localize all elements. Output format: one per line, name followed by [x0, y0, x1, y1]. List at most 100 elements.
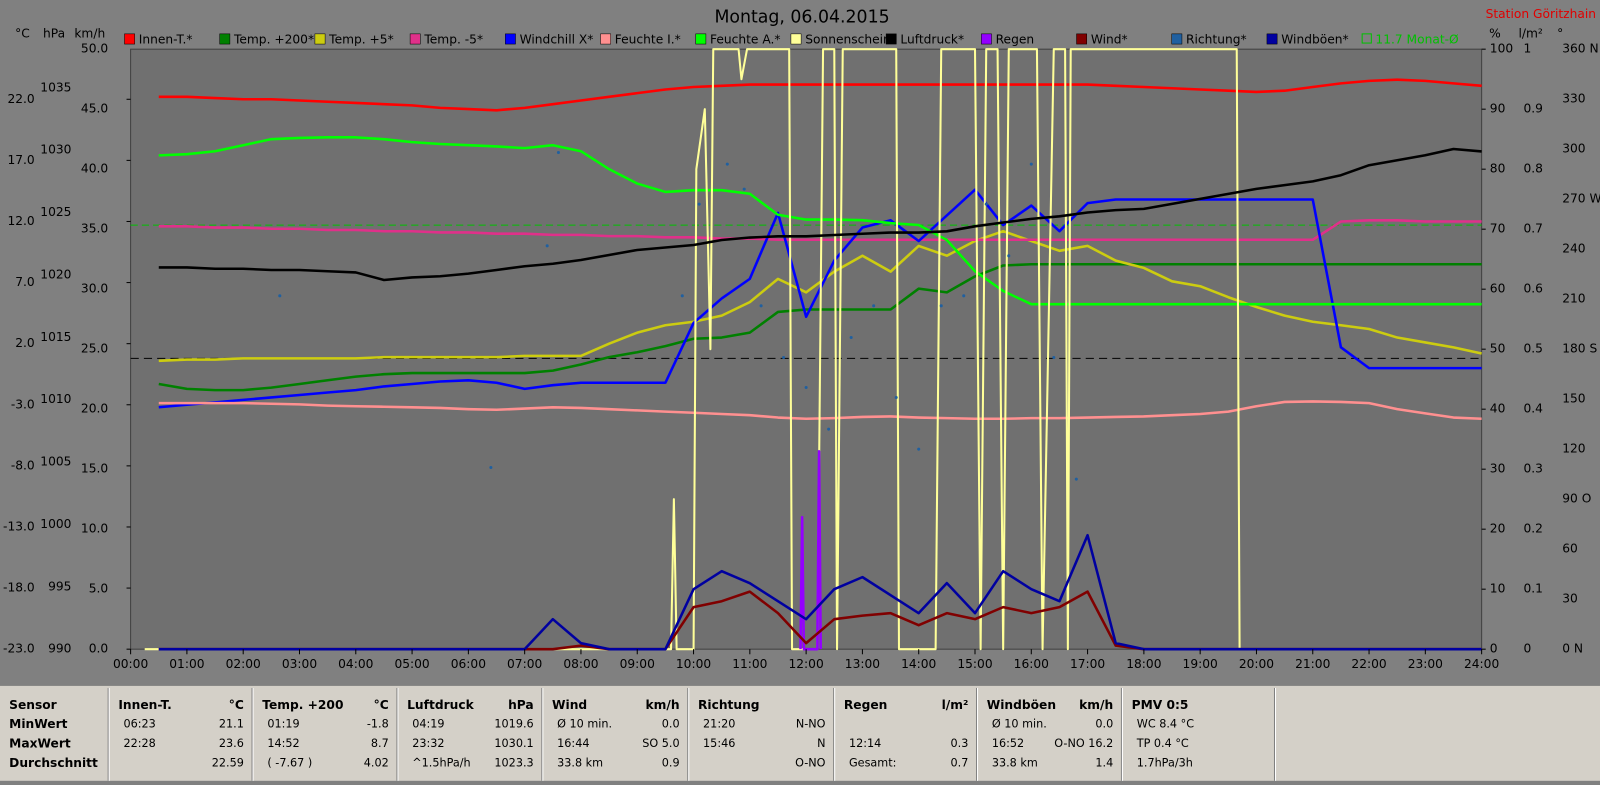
cell-label: 01:19 — [267, 718, 299, 731]
y-tick-label: 0.3 — [1523, 462, 1542, 476]
column-header: Sensor — [9, 698, 57, 712]
y-tick-label: 45.0 — [81, 102, 108, 116]
y-tick-label: 1000 — [40, 517, 71, 531]
x-tick-label: 12:00 — [788, 657, 823, 671]
legend-swatch — [1171, 33, 1183, 45]
y-tick-label: 22.0 — [7, 92, 34, 106]
plot-area — [130, 48, 1483, 650]
cell-value: 0.0 — [1095, 718, 1113, 731]
series-line — [158, 533, 1482, 651]
y-tick-label: 0.5 — [1523, 342, 1542, 356]
x-tick-label: 02:00 — [226, 657, 261, 671]
cell-label: 16:52 — [992, 737, 1024, 750]
cell-label: 15:46 — [703, 737, 735, 750]
direction-dot — [697, 202, 701, 206]
y-tick-label: 30 — [1490, 462, 1506, 476]
direction-dot — [872, 304, 876, 308]
y-tick-label: 0.6 — [1523, 282, 1543, 296]
cell-value: 1.4 — [1095, 756, 1113, 769]
y-tick-label: 300 — [1562, 142, 1585, 156]
y-tick-label: 12.0 — [7, 214, 34, 228]
y-tick-label: 30.0 — [81, 282, 108, 296]
y-tick-label: 240 — [1562, 242, 1585, 256]
y-tick-label: 100 — [1490, 42, 1513, 56]
x-tick-label: 05:00 — [394, 657, 429, 671]
cell-label: Durchschnitt — [9, 756, 98, 770]
y-tick-label: 35.0 — [81, 222, 108, 236]
direction-dot — [849, 335, 853, 340]
legend-swatch — [314, 33, 326, 45]
x-tick-label: 07:00 — [507, 657, 542, 671]
x-tick-label: 19:00 — [1183, 657, 1218, 671]
plot — [130, 48, 1482, 651]
cell-value: 0.0 — [662, 718, 680, 731]
legend-swatch — [1266, 33, 1278, 45]
cell-value: O-NO 16.2 — [1054, 737, 1113, 750]
column-header: Luftdruck — [407, 698, 474, 712]
legend-label: Temp. +200* — [233, 32, 314, 46]
y-tick-label: -3.0 — [11, 397, 35, 411]
series-line — [144, 48, 1482, 651]
x-tick-label: 16:00 — [1014, 657, 1049, 671]
y-tick-label: 90 O — [1562, 492, 1591, 506]
x-tick-label: 10:00 — [676, 657, 711, 671]
series-line — [158, 147, 1482, 282]
y-tick-label: 30 — [1562, 592, 1578, 606]
x-tick-label: 18:00 — [1126, 657, 1161, 671]
cell-label: MinWert — [9, 717, 67, 731]
cell-label: MaxWert — [9, 737, 71, 751]
cell-value: -1.8 — [367, 718, 389, 731]
y-tick-label: 50 — [1490, 342, 1506, 356]
direction-dot — [782, 355, 786, 360]
x-tick-label: 22:00 — [1351, 657, 1386, 671]
cell-label: 1.7hPa/3h — [1137, 756, 1193, 769]
cell-value: 0.3 — [951, 737, 969, 750]
direction-dot — [917, 447, 921, 451]
legend-label: Feuchte I.* — [615, 32, 681, 46]
cell-value: N — [817, 737, 825, 750]
y-tick-label: 0.0 — [89, 642, 108, 656]
y-tick-label: 17.0 — [7, 153, 34, 167]
y-tick-label: 1005 — [40, 455, 71, 469]
direction-dot — [804, 385, 808, 390]
y-tick-label: 360 N — [1562, 42, 1598, 56]
y-tick-label: 0.8 — [1523, 162, 1542, 176]
cell-value: 22.59 — [212, 756, 244, 769]
legend-label: Sonnenschein — [805, 32, 891, 46]
y-tick-label: 0 N — [1562, 642, 1583, 656]
cell-value: 0.7 — [951, 756, 969, 769]
cell-label: Ø 10 min. — [992, 718, 1047, 731]
direction-dot — [827, 427, 831, 431]
cell-label: 12:14 — [849, 737, 881, 750]
direction-dot — [278, 294, 282, 298]
direction-dot — [680, 294, 684, 298]
cell-value: 1019.6 — [494, 718, 533, 731]
y-tick-label: -13.0 — [3, 519, 35, 533]
y-tick-label: 25.0 — [81, 342, 108, 356]
y-tick-label: 0 — [1523, 642, 1531, 656]
y-tick-label: 1 — [1523, 42, 1531, 56]
x-tick-label: 09:00 — [620, 657, 655, 671]
cell-value: 8.7 — [371, 737, 389, 750]
series-line — [158, 78, 1482, 112]
series-line — [158, 136, 1482, 306]
series-line — [158, 219, 1482, 242]
direction-dot — [894, 395, 898, 400]
column-unit: °C — [229, 698, 244, 712]
cell-label: ( -7.67 ) — [267, 756, 312, 769]
legend-label: Innen-T.* — [139, 32, 193, 46]
cell-value: N-NO — [796, 718, 826, 731]
axis-unit: l/m² — [1518, 26, 1542, 40]
cell-value: 0.9 — [662, 756, 680, 769]
column-unit: °C — [374, 698, 389, 712]
x-tick-label: 23:00 — [1408, 657, 1443, 671]
y-tick-label: 0.9 — [1523, 102, 1542, 116]
cell-label: 33.8 km — [557, 756, 603, 769]
legend-swatch — [790, 33, 802, 45]
column-header: Innen-T. — [118, 698, 171, 712]
cell-label: 22:28 — [123, 737, 155, 750]
y-tick-label: 180 S — [1562, 342, 1597, 356]
cell-value: 1023.3 — [494, 756, 533, 769]
column-unit: km/h — [646, 698, 680, 712]
cell-label: 06:23 — [123, 718, 155, 731]
